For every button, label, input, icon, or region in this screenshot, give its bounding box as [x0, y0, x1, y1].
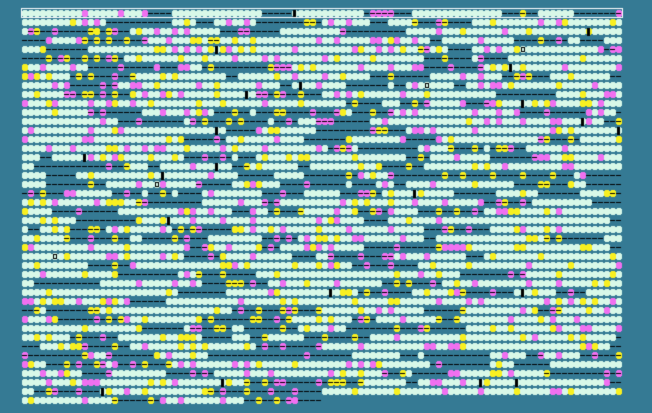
cell-grid[interactable]	[0, 0, 652, 413]
